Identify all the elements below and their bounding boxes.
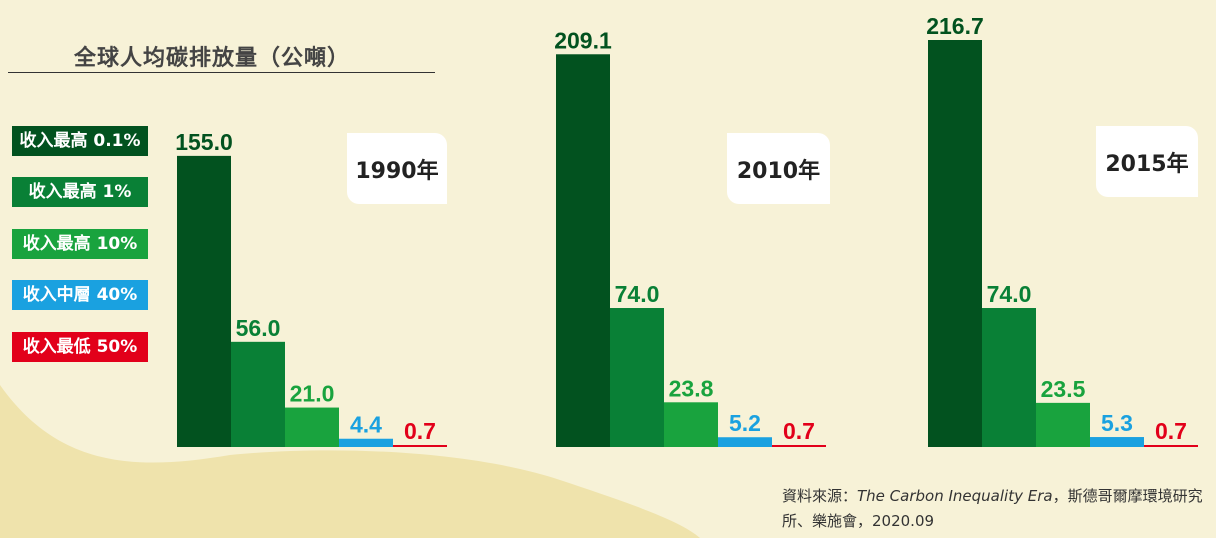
bar-2015-2 — [1036, 402, 1090, 447]
panel-label-2010: 2010年 — [727, 133, 830, 204]
bar-2010-1 — [610, 308, 664, 447]
data-label-2010-1: 74.0 — [615, 281, 660, 307]
legend-item-top-1: 收入最高 1% — [12, 177, 148, 207]
data-label-2015-0: 216.7 — [926, 13, 984, 39]
data-label-2015-3: 5.3 — [1101, 410, 1133, 436]
source-note: 資料來源：The Carbon Inequality Era，斯德哥爾摩環境研究… — [782, 484, 1212, 534]
data-label-1990-4: 0.7 — [404, 418, 436, 444]
bar-1990-2 — [285, 407, 339, 447]
source-report-title: The Carbon Inequality Era — [857, 487, 1053, 505]
data-label-2010-0: 209.1 — [554, 27, 612, 53]
data-label-2015-1: 74.0 — [987, 281, 1032, 307]
panel-label-2015: 2015年 — [1096, 126, 1198, 197]
bar-2015-1 — [982, 308, 1036, 447]
bar-2015-0 — [928, 40, 982, 447]
data-label-2015-4: 0.7 — [1155, 418, 1187, 444]
bar-1990-1 — [231, 341, 285, 447]
legend-item-bottom-50: 收入最低 50% — [12, 332, 148, 362]
data-label-2010-4: 0.7 — [783, 418, 815, 444]
data-label-1990-0: 155.0 — [175, 129, 233, 155]
data-label-1990-3: 4.4 — [350, 412, 382, 438]
bar-1990-3 — [339, 438, 393, 447]
source-suffix: ，斯德哥爾摩環境研究所、樂施會，2020.09 — [782, 487, 1203, 530]
bar-2010-3 — [718, 437, 772, 447]
chart-title: 全球人均碳排放量（公噸） — [74, 46, 351, 71]
legend-item-top-10: 收入最高 10% — [12, 229, 148, 259]
data-label-2010-2: 23.8 — [669, 375, 714, 401]
bar-2010-4 — [772, 445, 826, 447]
bar-1990-4 — [393, 445, 447, 447]
legend-item-top-0-1: 收入最高 0.1% — [12, 126, 148, 156]
data-label-2015-2: 23.5 — [1041, 376, 1086, 402]
bar-1990-0 — [177, 155, 231, 448]
title-underline — [8, 72, 435, 73]
bar-2015-3 — [1090, 437, 1144, 447]
bar-2010-2 — [664, 402, 718, 447]
data-label-1990-1: 56.0 — [236, 315, 281, 341]
legend-item-middle-40: 收入中層 40% — [12, 280, 148, 310]
panel-label-1990: 1990年 — [347, 133, 447, 204]
data-label-2010-3: 5.2 — [729, 410, 761, 436]
bar-2015-4 — [1144, 445, 1198, 447]
bar-2010-0 — [556, 54, 610, 448]
source-prefix: 資料來源： — [782, 487, 858, 505]
data-label-1990-2: 21.0 — [290, 381, 335, 407]
